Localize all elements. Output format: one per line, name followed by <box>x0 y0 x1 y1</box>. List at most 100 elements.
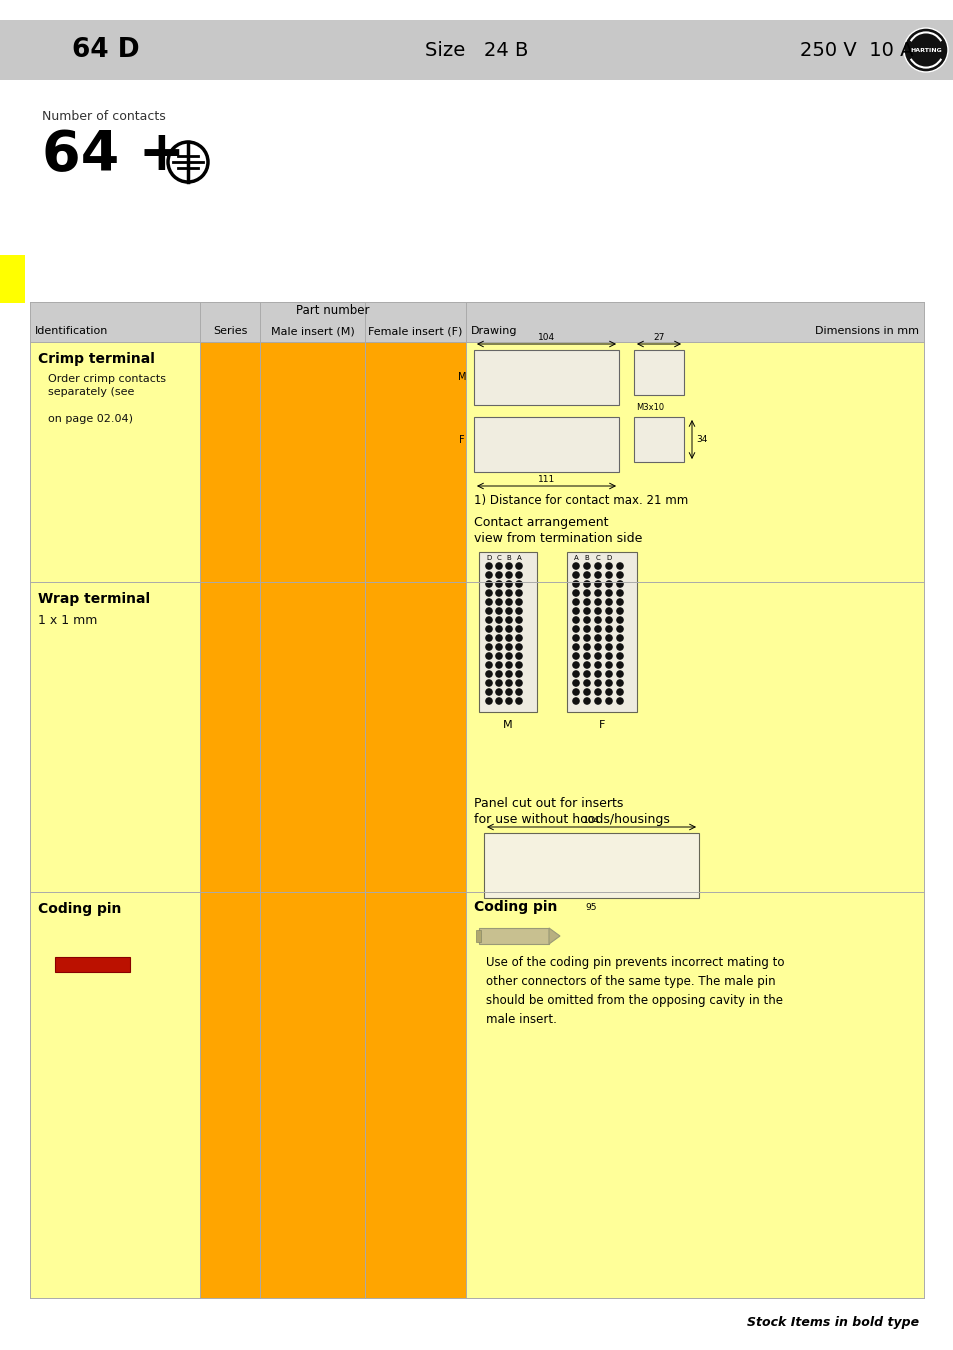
Bar <box>0 20 953 80</box>
Circle shape <box>515 697 522 705</box>
Circle shape <box>515 580 522 587</box>
Text: 64 D: 64 D <box>71 36 139 63</box>
Circle shape <box>582 625 590 633</box>
Bar <box>474 350 618 405</box>
Circle shape <box>485 608 493 614</box>
Circle shape <box>495 652 502 660</box>
Circle shape <box>572 679 579 687</box>
Circle shape <box>616 571 623 579</box>
Circle shape <box>572 670 579 678</box>
Circle shape <box>594 697 601 705</box>
Text: Drawing: Drawing <box>471 325 517 336</box>
Text: 1 x 1 mm: 1 x 1 mm <box>38 614 97 626</box>
Text: 1) Distance for contact max. 21 mm: 1) Distance for contact max. 21 mm <box>474 494 687 508</box>
Circle shape <box>515 688 522 695</box>
Circle shape <box>594 688 601 695</box>
Circle shape <box>515 598 522 606</box>
Text: Number of contacts: Number of contacts <box>42 109 166 123</box>
Circle shape <box>495 571 502 579</box>
Circle shape <box>485 670 493 678</box>
Circle shape <box>505 652 513 660</box>
Circle shape <box>485 625 493 633</box>
Text: B: B <box>506 555 511 562</box>
Circle shape <box>604 679 612 687</box>
Circle shape <box>582 571 590 579</box>
Circle shape <box>485 598 493 606</box>
Bar <box>566 552 637 711</box>
Circle shape <box>505 608 513 614</box>
Text: Size   24 B: Size 24 B <box>425 40 528 59</box>
Circle shape <box>582 580 590 587</box>
Text: 95: 95 <box>585 903 597 913</box>
Circle shape <box>616 679 623 687</box>
Circle shape <box>616 616 623 624</box>
Circle shape <box>495 670 502 678</box>
Text: 27: 27 <box>653 333 664 342</box>
Circle shape <box>616 608 623 614</box>
Text: Female insert (F): Female insert (F) <box>368 325 462 336</box>
Circle shape <box>505 662 513 668</box>
Circle shape <box>505 589 513 597</box>
Circle shape <box>515 662 522 668</box>
Circle shape <box>485 688 493 695</box>
Circle shape <box>572 571 579 579</box>
Circle shape <box>594 589 601 597</box>
Circle shape <box>594 580 601 587</box>
Circle shape <box>616 634 623 641</box>
Circle shape <box>485 697 493 705</box>
Text: Identification: Identification <box>35 325 109 336</box>
Circle shape <box>616 625 623 633</box>
Circle shape <box>604 652 612 660</box>
Circle shape <box>572 608 579 614</box>
Circle shape <box>604 688 612 695</box>
Circle shape <box>604 571 612 579</box>
Text: separately (see: separately (see <box>48 387 134 397</box>
Circle shape <box>572 589 579 597</box>
Text: Dimensions in mm: Dimensions in mm <box>814 325 918 336</box>
Bar <box>483 833 699 898</box>
Circle shape <box>572 625 579 633</box>
Circle shape <box>594 625 601 633</box>
Bar <box>0 255 25 302</box>
Circle shape <box>495 679 502 687</box>
Circle shape <box>594 679 601 687</box>
Circle shape <box>572 634 579 641</box>
Circle shape <box>495 688 502 695</box>
Circle shape <box>515 625 522 633</box>
Circle shape <box>515 634 522 641</box>
Circle shape <box>572 580 579 587</box>
Circle shape <box>582 643 590 651</box>
Circle shape <box>604 616 612 624</box>
Circle shape <box>495 662 502 668</box>
Text: HARTING: HARTING <box>909 47 941 53</box>
Circle shape <box>604 662 612 668</box>
Text: M: M <box>457 373 466 382</box>
Circle shape <box>515 562 522 570</box>
Text: 34: 34 <box>696 435 706 444</box>
Circle shape <box>485 571 493 579</box>
Circle shape <box>505 625 513 633</box>
Circle shape <box>604 598 612 606</box>
Circle shape <box>505 634 513 641</box>
Circle shape <box>594 562 601 570</box>
Text: Panel cut out for inserts: Panel cut out for inserts <box>474 796 622 810</box>
Circle shape <box>485 562 493 570</box>
Circle shape <box>616 662 623 668</box>
Circle shape <box>594 608 601 614</box>
Circle shape <box>616 643 623 651</box>
Text: Stock Items in bold type: Stock Items in bold type <box>746 1316 918 1328</box>
Circle shape <box>616 697 623 705</box>
Circle shape <box>582 662 590 668</box>
Circle shape <box>485 580 493 587</box>
Circle shape <box>505 679 513 687</box>
Circle shape <box>594 643 601 651</box>
Text: Order crimp contacts: Order crimp contacts <box>48 374 166 383</box>
Circle shape <box>572 616 579 624</box>
Bar <box>478 927 548 944</box>
Polygon shape <box>548 927 559 944</box>
Circle shape <box>582 598 590 606</box>
Circle shape <box>616 688 623 695</box>
Circle shape <box>505 562 513 570</box>
Circle shape <box>505 598 513 606</box>
Text: for use without hoods/housings: for use without hoods/housings <box>474 813 669 826</box>
